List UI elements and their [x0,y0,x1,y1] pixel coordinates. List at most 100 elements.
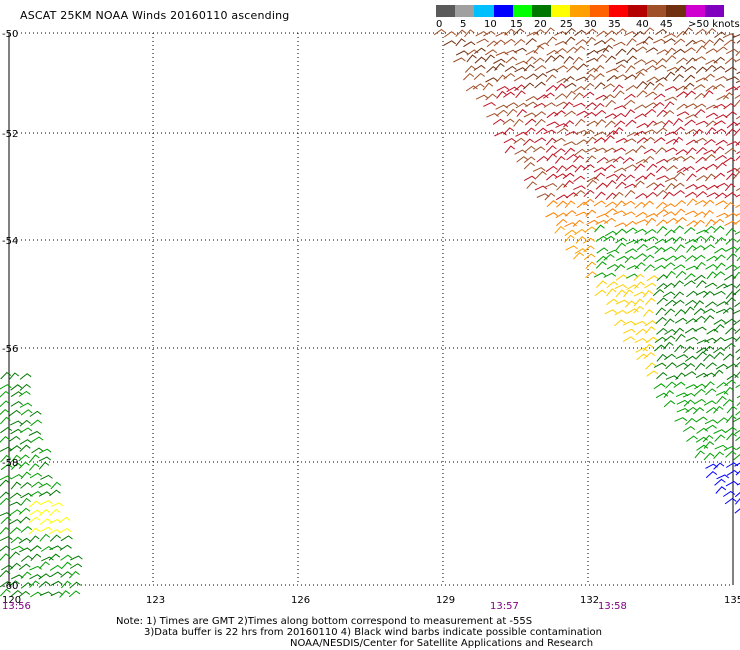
wind-barb [705,85,718,92]
wind-barb [723,102,736,110]
wind-barb [562,172,575,180]
wind-barb [564,36,576,45]
wind-barb [715,76,728,82]
wind-barb [593,64,605,73]
wind-barb [646,163,658,172]
wind-barb [573,189,586,197]
wind-barb [705,64,717,73]
wind-barb [713,56,725,64]
wind-barb [673,189,685,197]
wind-barb [19,383,31,391]
wind-barb [705,263,718,270]
wind-barb [29,490,43,497]
wind-barb [703,315,715,323]
wind-barb [585,147,599,153]
colorbar-swatch [589,5,609,17]
wind-barb [685,184,698,190]
wind-barb [624,300,636,308]
wind-barb [645,362,657,370]
wind-barb [622,211,636,217]
wind-barb [635,328,648,336]
wind-barb [664,237,677,244]
wind-barb [8,501,22,507]
wind-barb [633,305,645,314]
wind-barb [19,373,32,380]
wind-barb [513,75,527,82]
wind-barb [693,219,705,227]
wind-barb [69,563,83,569]
wind-barb [28,500,41,508]
wind-barb [30,419,42,427]
wind-barb [634,71,645,80]
wind-barb [493,58,506,64]
wind-barb [9,420,23,426]
wind-barb [703,441,715,449]
wind-barb [665,156,679,163]
colorbar-swatch [474,5,494,17]
wind-barb [703,381,715,389]
wind-barb [614,90,625,99]
wind-barb [49,534,61,542]
wind-barb [635,211,648,218]
wind-barb [60,580,72,589]
wind-barb [713,429,727,434]
wind-barb [9,562,21,570]
wind-barb [736,213,740,216]
wind-barb [606,249,620,255]
wind-barb [582,91,595,99]
wind-barb [656,49,669,55]
wind-barb [665,255,678,262]
wind-barb [593,200,606,207]
wind-barb [545,68,559,74]
wind-barb [566,153,578,161]
wind-barb [48,553,61,561]
wind-barb [705,362,717,370]
wind-barb [69,581,81,589]
wind-barb [29,545,42,552]
wind-barb [605,208,617,215]
wind-barb [656,175,669,180]
wind-barb [695,184,708,190]
wind-barb [582,198,595,206]
wind-barb [655,307,666,316]
wind-barb [664,131,678,137]
wind-barb [643,254,655,262]
wind-barb [554,110,566,117]
wind-barb [563,75,575,83]
wind-barb [703,199,715,207]
wind-barb [575,39,588,46]
wind-barb [495,51,509,56]
wind-barb [645,91,658,98]
wind-barb [38,448,52,454]
wind-barb [655,147,667,155]
wind-barb [61,561,72,570]
wind-barb [714,254,726,262]
wind-barb [733,128,740,136]
wind-barb [634,261,646,270]
wind-barb [665,55,677,63]
wind-barb [672,136,684,145]
wind-barb [635,46,648,53]
wind-barb [455,38,466,47]
wind-barb [736,356,740,361]
wind-barb [674,208,686,217]
wind-barb [713,290,726,296]
wind-barb [734,301,740,308]
wind-barb [545,145,557,153]
wind-barb [695,290,709,296]
wind-barb [675,354,689,360]
wind-barb [595,182,608,190]
wind-barb [645,236,658,242]
wind-barb [0,371,12,380]
wind-barb [723,283,736,289]
wind-barb [622,336,635,343]
wind-barb [705,104,719,110]
wind-barb [30,481,43,488]
lon-label: 135 [724,595,740,606]
wind-barb [664,86,678,91]
wind-barb [565,164,577,172]
wind-barb [586,49,599,56]
wind-barb [9,445,22,452]
wind-barb [604,201,617,208]
wind-barb [455,50,469,56]
